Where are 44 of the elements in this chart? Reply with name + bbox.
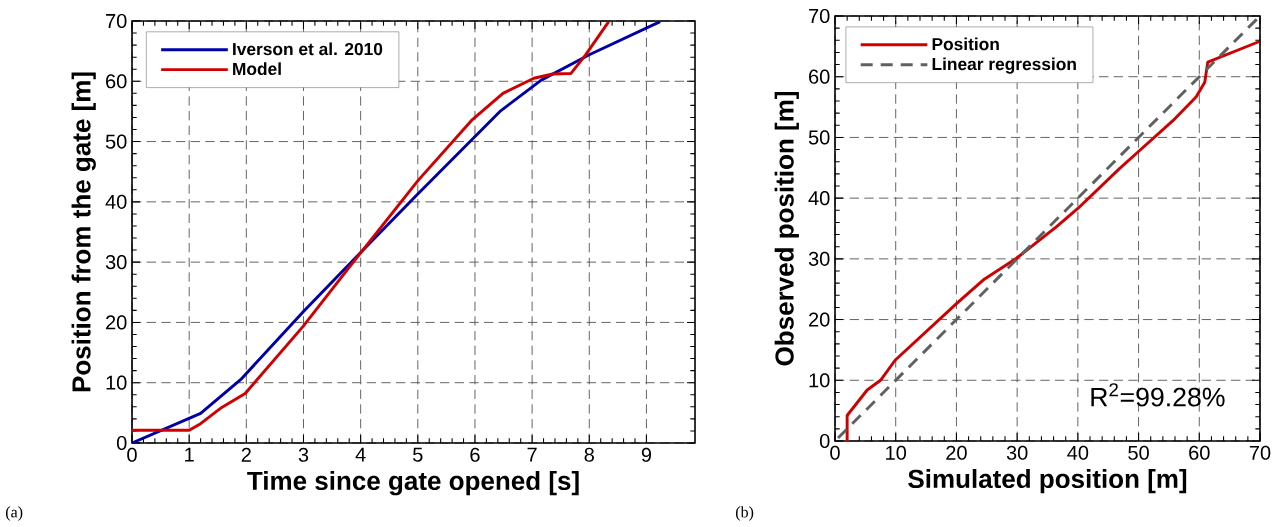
y-tick-label: 30 [808, 251, 830, 266]
x-tick-label: 8 [584, 447, 594, 462]
x-tick-label: 50 [1128, 445, 1149, 460]
legend-label: Linear regression [932, 57, 1076, 74]
x-tick-label: 20 [946, 445, 967, 460]
x-tick-label: 0 [830, 445, 840, 460]
y-tick-label: 40 [808, 191, 830, 206]
y-tick-label: 10 [106, 375, 127, 390]
y-tick-label: 30 [105, 255, 127, 270]
x-tick-label: 0 [127, 447, 137, 462]
y-axis-title: Observed position [m] [774, 92, 799, 366]
text: (b) [735, 506, 754, 521]
y-tick-label: 60 [106, 74, 127, 89]
y-tick-label: 70 [809, 8, 830, 24]
x-tick-label: 6 [470, 447, 480, 462]
x-tick-label: 30 [1006, 445, 1028, 460]
x-tick-label: 70 [1249, 445, 1271, 460]
annotation: R$^{2}$=99.28% [1091, 383, 1225, 407]
y-tick-label: 0 [819, 433, 830, 449]
y-tick-label: 20 [809, 312, 830, 327]
y-tick-label: 70 [106, 13, 127, 29]
x-tick-label: 7 [527, 447, 537, 462]
y-tick-label: 10 [809, 373, 830, 388]
x-tick-label: 4 [355, 447, 366, 462]
x-tick-label: 2 [241, 447, 251, 462]
y-tick-label: 20 [106, 315, 127, 330]
y-tick-label: 50 [808, 130, 830, 145]
x-tick-label: 9 [641, 447, 652, 462]
x-axis-title: Simulated position [m] [908, 469, 1187, 494]
x-axis-title: Time since gate opened [s] [247, 471, 579, 496]
text: (a) [5, 506, 23, 521]
y-tick-label: 50 [105, 134, 127, 149]
y-tick-label: 60 [809, 69, 830, 84]
legend-label: Position [932, 37, 999, 51]
x-tick-label: 5 [413, 447, 423, 462]
x-tick-label: 1 [185, 447, 194, 462]
y-axis-title: Position from the gate [m] [71, 72, 96, 392]
x-tick-label: 40 [1067, 445, 1089, 460]
legend-label: Iverson et al. 2010 [233, 42, 383, 56]
y-tick-label: 40 [105, 194, 127, 209]
x-tick-label: 10 [886, 445, 907, 460]
legend-label: Model [233, 62, 281, 76]
x-tick-label: 60 [1189, 445, 1210, 460]
x-tick-label: 3 [298, 447, 309, 462]
